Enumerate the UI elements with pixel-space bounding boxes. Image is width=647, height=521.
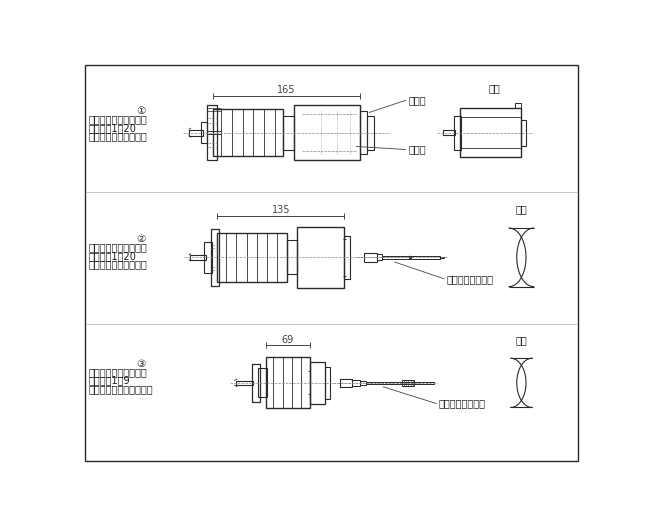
Text: 减速比：1／20: 减速比：1／20 — [89, 123, 137, 133]
Bar — [266, 357, 310, 408]
Bar — [366, 382, 428, 384]
Text: 135: 135 — [272, 205, 290, 215]
Bar — [360, 111, 367, 154]
Bar — [443, 130, 455, 135]
Bar — [515, 103, 521, 108]
Bar — [382, 256, 440, 259]
Bar — [344, 236, 351, 279]
Text: 马达: 马达 — [516, 336, 527, 345]
Bar — [258, 368, 267, 398]
Text: 马达安装方式：连接轴: 马达安装方式：连接轴 — [89, 242, 148, 252]
Bar — [190, 255, 206, 259]
Text: 马达安装方式：连接轴: 马达安装方式：连接轴 — [89, 367, 148, 377]
Bar — [214, 109, 283, 156]
Bar — [201, 122, 207, 143]
Text: 适配器: 适配器 — [408, 95, 426, 105]
Bar — [298, 227, 344, 288]
Bar — [252, 364, 259, 402]
Bar — [402, 380, 413, 386]
Bar — [364, 253, 377, 262]
Bar — [310, 362, 325, 404]
Text: 165: 165 — [278, 85, 296, 95]
Text: 输出方式：壳体输出类型: 输出方式：壳体输出类型 — [89, 384, 153, 394]
Bar — [237, 380, 254, 385]
Text: 连接轴: 连接轴 — [408, 144, 426, 155]
Bar — [211, 229, 219, 286]
Text: 马达: 马达 — [488, 83, 500, 93]
Bar — [294, 105, 360, 160]
Bar — [521, 119, 526, 146]
Bar — [204, 242, 212, 272]
Text: 输出方式：轴输出类型: 输出方式：轴输出类型 — [89, 131, 148, 141]
Bar — [287, 240, 298, 274]
Bar — [207, 105, 217, 160]
Text: ③: ③ — [137, 358, 146, 368]
Text: 齿轮一体式马达轴: 齿轮一体式马达轴 — [439, 399, 486, 408]
Text: 齿轮一体式马达轴: 齿轮一体式马达轴 — [446, 274, 494, 284]
Bar — [283, 116, 294, 150]
Text: ②: ② — [137, 234, 146, 244]
Text: 减速比：1／9: 减速比：1／9 — [89, 376, 130, 386]
Bar — [428, 382, 433, 383]
Text: ①: ① — [137, 106, 146, 116]
Bar — [325, 367, 330, 399]
Text: 69: 69 — [281, 334, 294, 345]
Bar — [460, 108, 521, 157]
Text: 输出方式：轴输出类型: 输出方式：轴输出类型 — [89, 259, 148, 269]
Bar — [377, 254, 382, 260]
Bar — [367, 116, 373, 150]
Bar — [360, 380, 366, 385]
Text: 马达: 马达 — [516, 205, 527, 215]
Bar — [217, 233, 287, 282]
Bar — [454, 116, 461, 150]
Text: 马达安装方式：适配器: 马达安装方式：适配器 — [89, 115, 148, 125]
Bar — [352, 380, 360, 386]
Bar — [189, 130, 203, 135]
Text: 减速比：1／20: 减速比：1／20 — [89, 251, 137, 261]
Bar — [340, 379, 352, 387]
Bar — [440, 256, 444, 258]
